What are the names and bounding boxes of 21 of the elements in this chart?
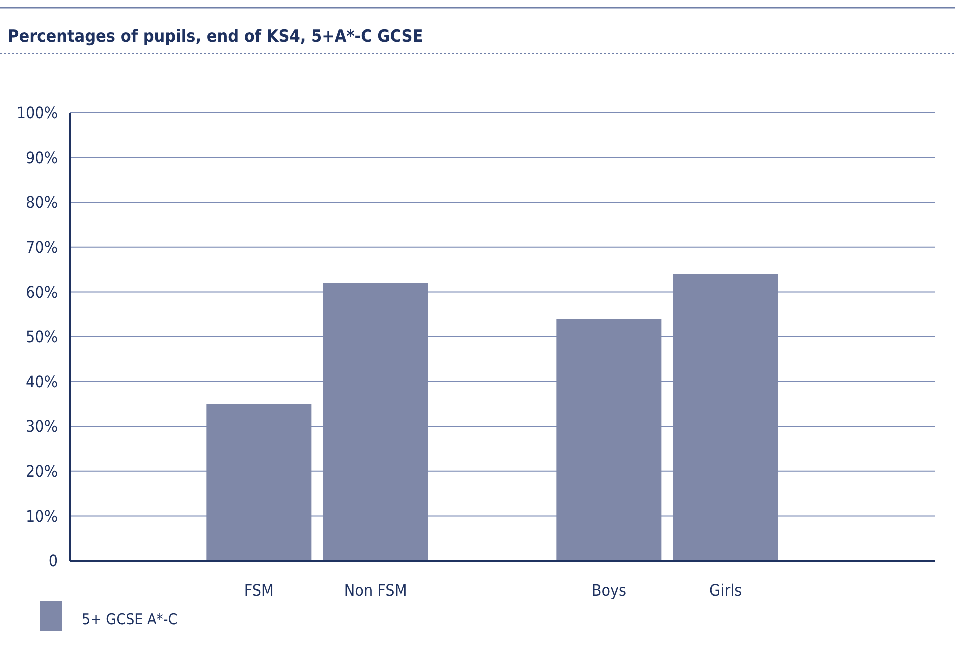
y-tick-label: 90%	[26, 148, 58, 168]
legend-label: 5+ GCSE A*-C	[82, 610, 178, 628]
y-tick-label: 0	[48, 552, 58, 571]
y-tick-label: 80%	[26, 193, 58, 212]
bar	[673, 274, 778, 561]
y-tick-label: 70%	[26, 238, 58, 257]
x-tick-label: Non FSM	[344, 581, 408, 600]
y-tick-label: 40%	[26, 372, 58, 392]
bar	[556, 319, 662, 561]
y-tick-label: 50%	[26, 328, 58, 347]
x-tick-label: FSM	[244, 581, 274, 600]
y-tick-label: 100%	[16, 104, 58, 123]
x-tick-label: Boys	[592, 581, 627, 600]
y-tick-label: 20%	[26, 462, 58, 481]
y-tick-label: 10%	[26, 506, 58, 526]
bar	[206, 404, 312, 561]
y-tick-label: 60%	[26, 282, 58, 302]
y-tick-label: 30%	[26, 417, 58, 436]
x-tick-label: Girls	[710, 581, 742, 600]
chart-title: Percentages of pupils, end of KS4, 5+A*-C GCSE	[8, 27, 424, 47]
bar	[323, 283, 428, 561]
